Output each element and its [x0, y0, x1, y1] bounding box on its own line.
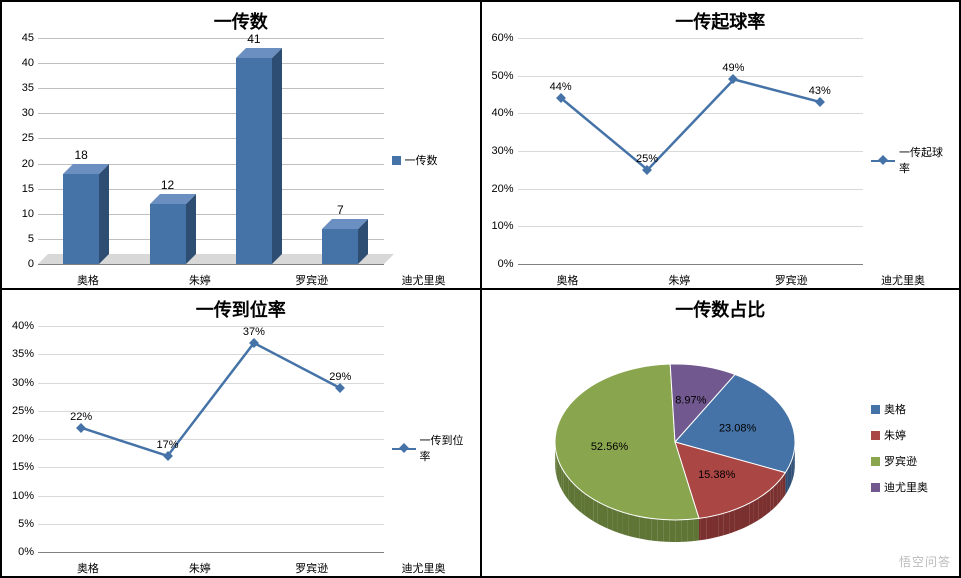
bar: 41: [236, 58, 272, 264]
pie-swatch-icon: [871, 405, 880, 414]
xlabel: 迪尤里奥: [847, 270, 959, 288]
xlabel: 朱婷: [144, 270, 256, 288]
line2-legend: 一传到位率: [384, 326, 474, 570]
chart-title-line1: 一传起球率: [488, 8, 954, 34]
bar-value-label: 41: [247, 32, 260, 46]
bar: 18: [63, 174, 99, 264]
pie-swatch-icon: [871, 483, 880, 492]
chart-title-bar: 一传数: [8, 8, 474, 34]
pie-legend-item: 迪尤里奥: [871, 479, 953, 495]
pie-slice-label: 8.97%: [675, 394, 706, 406]
line1-legend-item: 一传起球率: [871, 144, 953, 176]
bar-legend-label: 一传数: [405, 152, 438, 168]
pie-legend-label: 奥格: [884, 401, 906, 417]
bar-swatch-icon: [392, 156, 401, 165]
pie-legend-label: 朱婷: [884, 427, 906, 443]
point-label: 25%: [636, 153, 658, 165]
line1-plot: 0%10%20%30%40%50%60%44%25%49%43%: [518, 38, 864, 264]
xlabel: 奥格: [32, 270, 144, 288]
bar: 12: [150, 204, 186, 264]
line1-xlabels: 奥格朱婷罗宾逊迪尤里奥: [512, 270, 960, 288]
line2-legend-item: 一传到位率: [392, 432, 474, 464]
line1-legend: 一传起球率: [863, 38, 953, 282]
bar-value-label: 12: [161, 178, 174, 192]
pie-legend-item: 朱婷: [871, 427, 953, 443]
bar-legend-item: 一传数: [392, 152, 474, 168]
xlabel: 奥格: [32, 558, 144, 576]
pie-legend-label: 迪尤里奥: [884, 479, 928, 495]
xlabel: 朱婷: [144, 558, 256, 576]
pie-slice-label: 23.08%: [719, 422, 757, 434]
xlabel: 迪尤里奥: [368, 558, 480, 576]
point-label: 22%: [70, 411, 92, 423]
line1-swatch-icon: [871, 154, 895, 166]
pie-legend-item: 奥格: [871, 401, 953, 417]
panel-bar: 一传数 0510152025303540451812417 奥格朱婷罗宾逊迪尤里…: [1, 1, 481, 289]
point-label: 17%: [157, 439, 179, 451]
panel-pie: 一传数占比 23.08% 15.38% 52.56% 8.97% 奥格朱婷罗宾逊迪尤里…: [481, 289, 961, 577]
xlabel: 朱婷: [623, 270, 735, 288]
pie-slice-label: 15.38%: [698, 469, 736, 481]
line1-legend-label: 一传起球率: [899, 144, 953, 176]
pie-plot: 23.08% 15.38% 52.56% 8.97%: [488, 326, 864, 570]
pie-swatch-icon: [871, 457, 880, 466]
panel-line1: 一传起球率 0%10%20%30%40%50%60%44%25%49%43% 奥…: [481, 1, 961, 289]
chart-title-pie: 一传数占比: [488, 296, 954, 322]
pie-legend: 奥格朱婷罗宾逊迪尤里奥: [863, 326, 953, 570]
bar-plot: 0510152025303540451812417: [38, 38, 384, 264]
bar-legend: 一传数: [384, 38, 474, 282]
bar: 7: [322, 229, 358, 264]
panel-line2: 一传到位率 0%5%10%15%20%25%30%35%40%22%17%37%…: [1, 289, 481, 577]
line2-swatch-icon: [392, 442, 416, 454]
pie-slice-label: 52.56%: [591, 441, 629, 453]
point-label: 43%: [809, 85, 831, 97]
xlabel: 罗宾逊: [256, 270, 368, 288]
xlabel: 罗宾逊: [735, 270, 847, 288]
dashboard-grid: 一传数 0510152025303540451812417 奥格朱婷罗宾逊迪尤里…: [0, 0, 961, 578]
bar-xlabels: 奥格朱婷罗宾逊迪尤里奥: [32, 270, 480, 288]
pie-legend-item: 罗宾逊: [871, 453, 953, 469]
xlabel: 迪尤里奥: [368, 270, 480, 288]
point-label: 29%: [329, 371, 351, 383]
line2-xlabels: 奥格朱婷罗宾逊迪尤里奥: [32, 558, 480, 576]
pie-swatch-icon: [871, 431, 880, 440]
xlabel: 罗宾逊: [256, 558, 368, 576]
point-label: 49%: [722, 63, 744, 75]
pie-legend-label: 罗宾逊: [884, 453, 917, 469]
bar-value-label: 7: [337, 203, 344, 217]
chart-title-line2: 一传到位率: [8, 296, 474, 322]
point-label: 44%: [550, 81, 572, 93]
line2-legend-label: 一传到位率: [420, 432, 474, 464]
point-label: 37%: [243, 326, 265, 338]
line2-plot: 0%5%10%15%20%25%30%35%40%22%17%37%29%: [38, 326, 384, 552]
bar-value-label: 18: [75, 148, 88, 162]
xlabel: 奥格: [512, 270, 624, 288]
